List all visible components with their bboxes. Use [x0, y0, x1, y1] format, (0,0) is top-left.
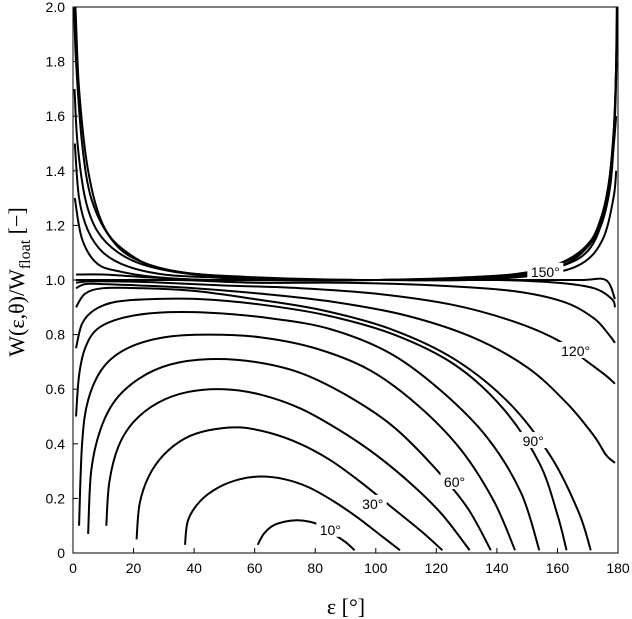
curve-label: 150° — [531, 264, 560, 280]
plot-area: 0 20 40 60 80 100 120 140 160 180 0 0.2 0.4 0.6 0.8 1.0… — [46, 0, 630, 576]
x-tick-label: 80 — [307, 560, 323, 576]
x-tick-label: 140 — [485, 560, 509, 576]
curve-series-15 — [73, 116, 618, 282]
curve-series-2 — [135, 426, 444, 552]
curve-series-3 — [105, 388, 471, 551]
curve-label-bg — [557, 341, 594, 358]
y-tick-label: 0.8 — [46, 327, 66, 343]
x-axis-title: ε [°] — [327, 594, 365, 619]
curve-series-6 — [75, 311, 541, 551]
y-tick-label: 0 — [57, 545, 65, 561]
curve-label-bg — [358, 494, 387, 511]
curve-label: 60° — [444, 474, 465, 490]
x-tick-label: 20 — [126, 560, 142, 576]
y-tick-label: 1.6 — [46, 108, 66, 124]
curve-series-0 — [256, 519, 356, 552]
curve-series-18 — [73, 7, 618, 281]
y-axis-title-main: W(ε,θ)/W — [4, 269, 29, 357]
y-tick-label: 0.4 — [46, 436, 66, 452]
y-tick-label: 2.0 — [46, 0, 66, 15]
y-tick-label: 0.6 — [46, 381, 66, 397]
x-tick-label: 160 — [546, 560, 570, 576]
curve-label: 10° — [320, 522, 341, 538]
y-tick-label: 1.8 — [46, 54, 66, 70]
curve-series-4 — [87, 358, 492, 551]
y-axis-title-sub: float — [17, 239, 34, 269]
y-axis-title-tail: [−] — [4, 207, 29, 240]
curve-label-bg — [316, 520, 345, 537]
x-tick-label: 120 — [425, 560, 449, 576]
y-tick-label: 0.2 — [46, 490, 66, 506]
y-axis-title: W(ε,θ)/Wfloat [−] — [4, 207, 34, 356]
curve-label-bg — [519, 432, 548, 449]
curve-label-bg — [527, 262, 564, 279]
x-tick-label: 180 — [606, 560, 630, 576]
curves-group — [73, 7, 618, 552]
y-tick-label: 1.4 — [46, 163, 66, 179]
x-tick-label: 100 — [364, 560, 388, 576]
curve-label: 30° — [362, 496, 383, 512]
x-tick-label: 40 — [186, 560, 202, 576]
x-tick-label: 60 — [247, 560, 263, 576]
curve-series-1 — [184, 475, 401, 552]
curve-series-9 — [75, 282, 616, 464]
curve-series-5 — [78, 333, 516, 551]
curve-series-16 — [73, 61, 618, 282]
curve-series-7 — [75, 297, 568, 551]
x-tick-label: 0 — [69, 560, 77, 576]
y-tick-label: 1.0 — [46, 272, 66, 288]
curve-label: 120° — [561, 343, 590, 359]
curve-label: 90° — [523, 433, 544, 449]
curve-series-17 — [73, 7, 618, 281]
curve-series-8 — [75, 286, 592, 551]
y-tick-label: 1.2 — [46, 217, 66, 233]
curve-series-10 — [75, 280, 616, 385]
curve-label-bg — [440, 473, 469, 490]
svg-text:W(ε,θ)/Wfloat [−]: W(ε,θ)/Wfloat [−] — [4, 207, 34, 356]
